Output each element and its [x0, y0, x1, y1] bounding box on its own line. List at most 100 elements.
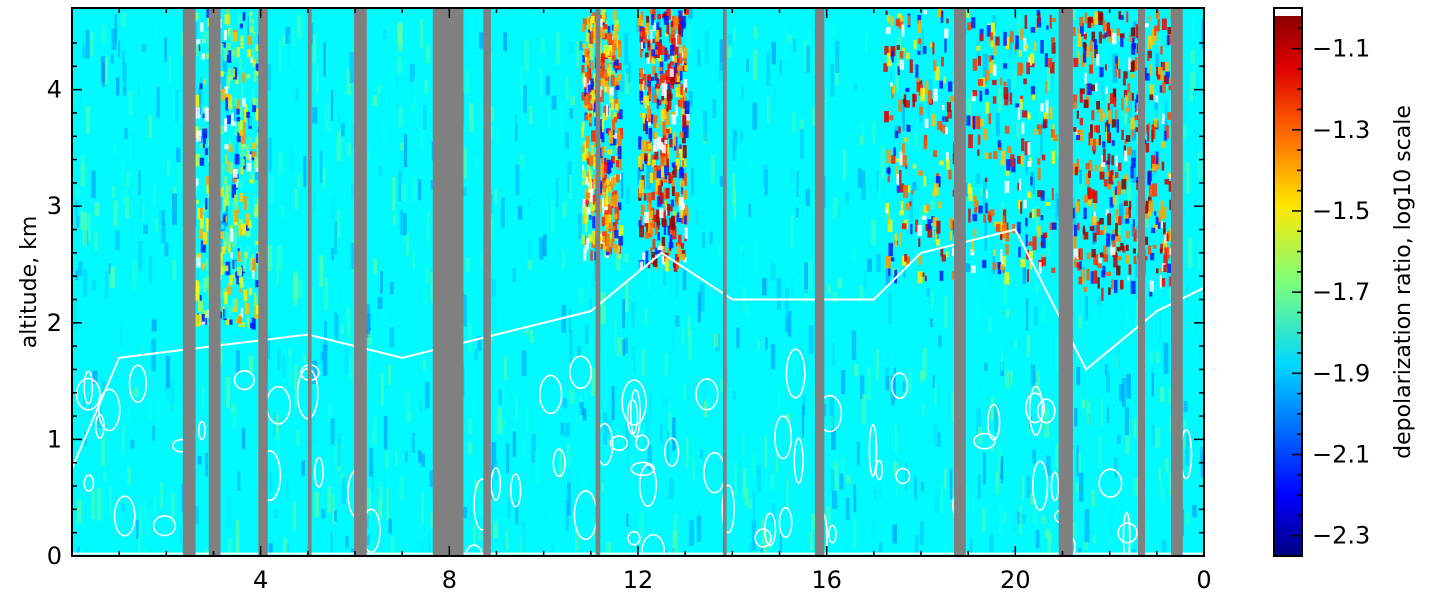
texture-speck — [667, 431, 670, 463]
high-depolarization-speck — [1144, 73, 1150, 81]
texture-speck — [619, 73, 625, 92]
texture-speck — [896, 83, 899, 93]
texture-speck — [895, 63, 899, 85]
texture-speck — [617, 429, 620, 445]
texture-speck — [1168, 31, 1171, 61]
high-depolarization-speck — [656, 78, 659, 84]
high-depolarization-speck — [1019, 98, 1023, 110]
texture-speck — [76, 500, 82, 524]
texture-speck — [232, 403, 237, 429]
contour-loop — [638, 464, 658, 507]
texture-speck — [983, 452, 986, 485]
high-depolarization-speck — [1157, 66, 1163, 81]
texture-speck — [296, 13, 302, 38]
high-depolarization-speck — [591, 130, 596, 142]
high-depolarization-speck — [1167, 263, 1173, 273]
high-depolarization-speck — [898, 21, 904, 30]
high-depolarization-speck — [601, 9, 606, 23]
high-depolarization-speck — [201, 53, 205, 60]
texture-speck — [152, 425, 155, 441]
texture-speck — [934, 382, 937, 406]
texture-speck — [122, 50, 125, 82]
high-depolarization-speck — [890, 16, 894, 26]
contour-loop — [83, 370, 94, 405]
high-depolarization-speck — [603, 186, 607, 193]
texture-speck — [776, 278, 782, 310]
texture-speck — [568, 41, 574, 54]
texture-speck — [380, 271, 383, 294]
high-depolarization-speck — [605, 178, 610, 185]
texture-speck — [420, 18, 424, 48]
texture-speck — [978, 427, 983, 444]
texture-speck — [1030, 176, 1034, 204]
high-depolarization-speck — [599, 89, 604, 102]
texture-speck — [882, 35, 886, 51]
high-depolarization-speck — [1130, 124, 1134, 138]
high-depolarization-speck — [232, 267, 236, 277]
high-depolarization-speck — [1002, 255, 1007, 267]
texture-speck — [749, 541, 753, 552]
high-depolarization-speck — [1147, 132, 1150, 142]
high-depolarization-speck — [1163, 75, 1167, 84]
texture-speck — [823, 176, 826, 209]
texture-speck — [1035, 530, 1040, 549]
contour-loop — [552, 448, 566, 478]
high-depolarization-speck — [668, 242, 674, 249]
high-depolarization-speck — [1102, 113, 1106, 119]
texture-speck — [521, 521, 526, 552]
high-depolarization-speck — [255, 98, 259, 106]
texture-speck — [934, 493, 939, 514]
high-depolarization-speck — [244, 289, 248, 299]
texture-speck — [278, 151, 283, 175]
texture-speck — [300, 175, 304, 208]
high-depolarization-speck — [664, 200, 667, 211]
high-depolarization-speck — [613, 112, 617, 121]
contour-loop — [785, 348, 806, 399]
texture-speck — [1010, 371, 1013, 385]
texture-speck — [383, 29, 387, 39]
high-depolarization-speck — [1164, 130, 1167, 141]
texture-speck — [199, 76, 203, 105]
high-depolarization-speck — [640, 11, 644, 21]
texture-speck — [556, 177, 559, 208]
high-depolarization-speck — [219, 186, 225, 197]
no-data-gap — [595, 8, 601, 556]
high-depolarization-speck — [888, 47, 893, 57]
high-depolarization-speck — [1113, 96, 1117, 108]
high-depolarization-speck — [1005, 36, 1010, 49]
high-depolarization-speck — [607, 128, 610, 136]
high-depolarization-speck — [1078, 129, 1083, 141]
high-depolarization-speck — [1167, 112, 1171, 120]
high-depolarization-speck — [1159, 268, 1162, 273]
high-depolarization-speck — [202, 263, 205, 268]
high-depolarization-speck — [649, 172, 654, 184]
texture-speck — [75, 187, 81, 198]
texture-speck — [1135, 232, 1141, 261]
high-depolarization-speck — [668, 172, 671, 184]
high-depolarization-speck — [670, 83, 675, 89]
high-depolarization-speck — [1168, 85, 1174, 90]
texture-speck — [275, 414, 280, 441]
high-depolarization-speck — [656, 196, 662, 207]
high-depolarization-speck — [618, 173, 622, 180]
texture-speck — [579, 41, 584, 51]
high-depolarization-speck — [255, 67, 259, 76]
high-depolarization-speck — [608, 181, 614, 190]
texture-speck — [255, 452, 261, 482]
texture-speck — [528, 240, 532, 260]
high-depolarization-speck — [601, 21, 606, 26]
high-depolarization-speck — [908, 201, 912, 207]
high-depolarization-speck — [896, 44, 900, 50]
texture-speck — [334, 221, 337, 255]
texture-speck — [577, 346, 581, 358]
high-depolarization-speck — [232, 31, 238, 42]
high-depolarization-speck — [617, 239, 620, 252]
high-depolarization-speck — [942, 124, 946, 134]
high-depolarization-speck — [885, 209, 888, 214]
texture-speck — [127, 467, 131, 485]
high-depolarization-speck — [237, 251, 241, 262]
texture-speck — [566, 443, 571, 467]
texture-speck — [786, 479, 789, 510]
texture-speck — [871, 219, 876, 245]
high-depolarization-speck — [639, 225, 645, 238]
